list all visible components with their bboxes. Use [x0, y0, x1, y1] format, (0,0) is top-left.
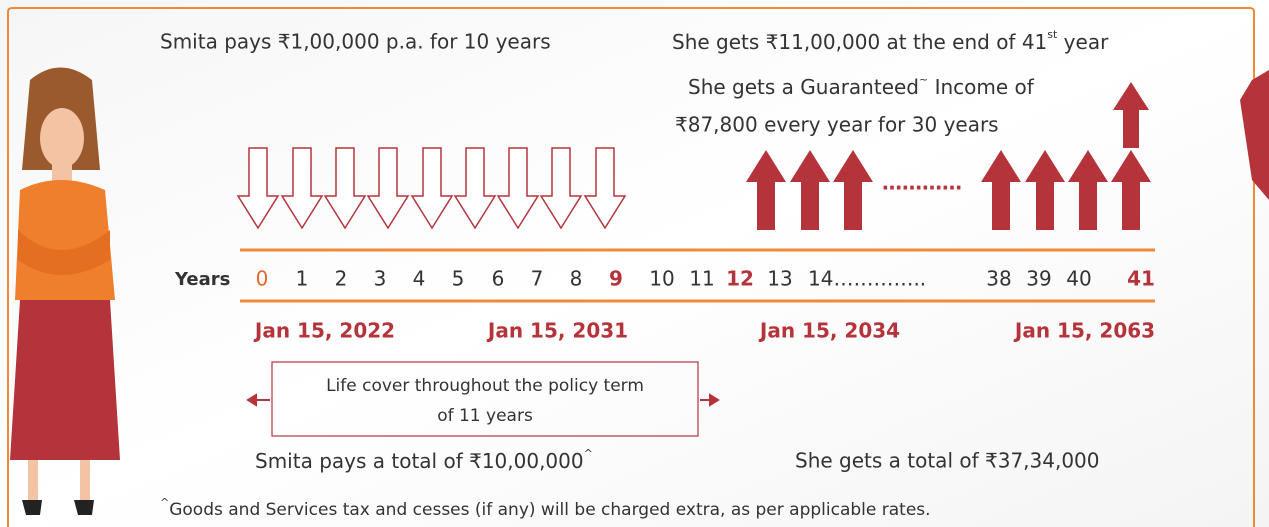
total-pays-main: Smita pays a total of ₹10,00,000 — [255, 449, 584, 473]
total-gets: She gets a total of ₹37,34,000 — [795, 449, 1100, 473]
income-sup: ~ — [919, 73, 928, 86]
year-label: 40 — [1066, 267, 1091, 291]
year-label: 7 — [531, 267, 544, 291]
year-label: 11 — [689, 267, 714, 291]
year-label: 39 — [1026, 267, 1051, 291]
year-label: 4 — [413, 267, 426, 291]
date-label: Jan 15, 2063 — [1013, 319, 1155, 343]
footnote-sup: ^ — [160, 496, 169, 509]
pays-text: Smita pays ₹1,00,000 p.a. for 10 years — [160, 30, 551, 54]
year-label: 9 — [609, 267, 623, 291]
gets-text: She gets ₹11,00,000 at the end of 41st y… — [672, 28, 1109, 54]
year-label: 6 — [492, 267, 505, 291]
total-pays: Smita pays a total of ₹10,00,000^ — [255, 447, 593, 473]
income-line2: ₹87,800 every year for 30 years — [675, 113, 999, 137]
footnote: ^Goods and Services tax and cesses (if a… — [160, 496, 931, 520]
dots: ………… — [882, 171, 962, 195]
income-line1: She gets a Guaranteed~ Income of — [688, 73, 1035, 99]
income-end: Income of — [928, 75, 1035, 99]
date-label: Jan 15, 2034 — [758, 319, 900, 343]
year-label: 10 — [649, 267, 674, 291]
year-label: 8 — [570, 267, 583, 291]
infographic: Smita pays ₹1,00,000 p.a. for 10 years S… — [0, 0, 1269, 527]
year-label: 1 — [296, 267, 309, 291]
year-label: 0 — [256, 267, 269, 291]
years-label: Years — [174, 269, 230, 290]
date-label: Jan 15, 2031 — [486, 319, 628, 343]
date-label: Jan 15, 2022 — [253, 319, 395, 343]
payment-arrows — [238, 148, 625, 228]
gets-main: She gets ₹11,00,000 at the end of 41 — [672, 30, 1047, 54]
year-label: 38 — [986, 267, 1011, 291]
gets-end: year — [1057, 30, 1109, 54]
year-label: 2 — [335, 267, 348, 291]
cover-line1: Life cover throughout the policy term — [326, 376, 644, 396]
year-label: 12 — [726, 267, 754, 291]
total-pays-sup: ^ — [584, 447, 593, 460]
income-main: She gets a Guaranteed — [688, 75, 919, 99]
year-label: 41 — [1127, 267, 1155, 291]
year-label: 3 — [374, 267, 387, 291]
year-label: 5 — [452, 267, 465, 291]
year-label: 13 — [767, 267, 792, 291]
year-label: 14………….. — [808, 267, 926, 291]
cover-line2: of 11 years — [437, 406, 533, 426]
footnote-text: Goods and Services tax and cesses (if an… — [169, 500, 930, 520]
